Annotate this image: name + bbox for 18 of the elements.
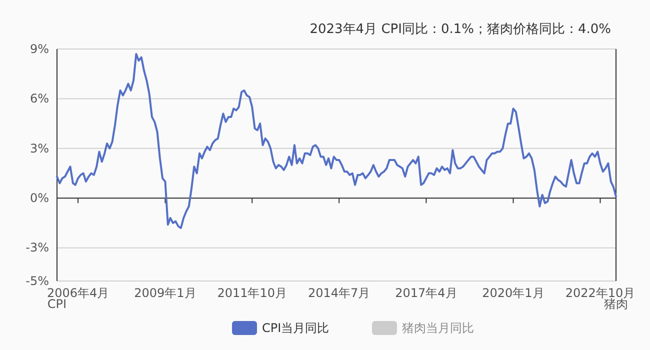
y2-axis-title: 猪肉	[604, 297, 628, 311]
legend-label: CPI当月同比	[262, 321, 330, 335]
legend-label: 猪肉当月同比	[402, 321, 474, 335]
x-tick-label: 2020年1月	[482, 286, 544, 300]
y-tick-label: 0%	[30, 190, 49, 205]
y-tick-label: -3%	[26, 240, 49, 255]
line-series	[56, 52, 617, 229]
y-tick-label: 3%	[30, 141, 49, 156]
chart-title: 2023年4月 CPI同比：0.1%；猪肉价格同比：4.0%	[310, 22, 611, 37]
y-tick-label: -5%	[26, 274, 49, 288]
x-tick-label: 2006年4月	[46, 286, 110, 300]
y-tick-label: 6%	[30, 92, 49, 106]
x-tick-label: 2017年4月	[395, 286, 458, 300]
y-axis-title: CPI	[47, 297, 67, 311]
y-tick-label: 9%	[30, 42, 49, 56]
x-tick-label: 2009年1月	[134, 286, 196, 300]
x-tick-label: 2011年10月	[217, 286, 288, 300]
x-tick-label: 2014年7月	[308, 286, 370, 300]
